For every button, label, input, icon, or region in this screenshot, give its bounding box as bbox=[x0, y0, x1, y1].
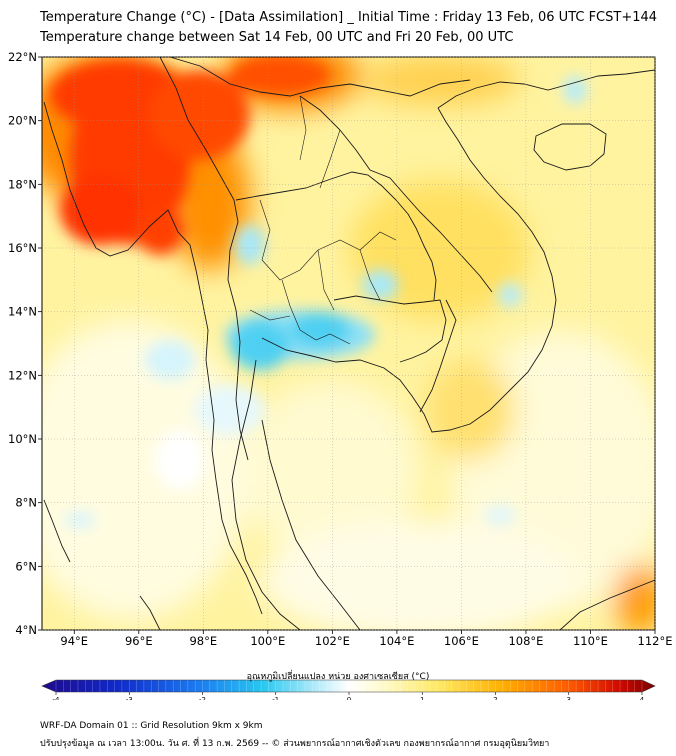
y-tick-label: 18°N bbox=[8, 177, 37, 191]
myanmar-thailand-border bbox=[159, 57, 249, 461]
footer-update-info: ปรับปรุงข้อมูล ณ เวลา 13:00น. วัน ศ. ที่… bbox=[40, 739, 550, 749]
hot-core bbox=[50, 57, 330, 255]
temperature-change-map: 94°E 96°E 98°E 100°E 102°E 104°E 106°E 108°E 110… bbox=[8, 50, 672, 704]
colorbar-label: อุณหภูมิเปลี่ยนแปลง หน่วย องศาเซลเซียส (… bbox=[246, 672, 430, 682]
y-tick-label: 8°N bbox=[15, 496, 37, 510]
temperature-field bbox=[42, 57, 655, 630]
colorbar-tick-label: 1 bbox=[420, 696, 424, 700]
y-tick-label: 20°N bbox=[8, 114, 37, 128]
thailand-laos-border bbox=[235, 171, 437, 301]
y-tick-label: 6°N bbox=[15, 559, 37, 573]
x-tick-label: 110°E bbox=[573, 634, 608, 648]
y-tick-label: 22°N bbox=[8, 50, 37, 64]
chart-subtitle: Temperature change between Sat 14 Feb, 0… bbox=[40, 30, 514, 45]
malay-peninsula-east bbox=[261, 419, 361, 630]
colorbar-tick-label: -1 bbox=[272, 696, 279, 700]
colorbar-tick-label: 0 bbox=[347, 696, 351, 700]
colorbar-tick-label: 2 bbox=[493, 696, 497, 700]
map-container: 94°E 96°E 98°E 100°E 102°E 104°E 106°E 108°E 110… bbox=[8, 50, 672, 704]
y-tick-label: 10°N bbox=[8, 432, 37, 446]
y-tick-label: 16°N bbox=[8, 241, 37, 255]
colorbar-tick-label: -2 bbox=[199, 696, 206, 700]
colorbar-tick-label: 3 bbox=[567, 696, 571, 700]
x-tick-label: 94°E bbox=[60, 634, 88, 648]
graticule bbox=[42, 56, 656, 631]
x-tick-label: 98°E bbox=[189, 634, 217, 648]
footer-model-info: WRF-DA Domain 01 :: Grid Resolution 9km … bbox=[40, 721, 263, 731]
cambodia-vietnam-border bbox=[419, 299, 457, 413]
inner-provinces-b bbox=[249, 95, 351, 345]
warm-broad-areas bbox=[42, 57, 655, 630]
x-tick-label: 112°E bbox=[638, 634, 673, 648]
colorbar-tick-label: 4 bbox=[640, 696, 645, 700]
x-tick-label: 104°E bbox=[379, 634, 414, 648]
chart-title: Temperature Change (°C) - [Data Assimila… bbox=[40, 10, 658, 25]
x-tick-label: 106°E bbox=[444, 634, 479, 648]
china-border bbox=[169, 57, 471, 97]
sumatra-coast bbox=[43, 499, 161, 630]
coastlines-borders bbox=[43, 57, 655, 630]
x-tick-label: 100°E bbox=[250, 634, 285, 648]
y-tick-label: 12°N bbox=[8, 368, 37, 382]
x-tick-label: 108°E bbox=[508, 634, 543, 648]
myanmar-coast bbox=[43, 101, 263, 615]
x-tick-label: 102°E bbox=[315, 634, 350, 648]
vietnam-north-coast bbox=[437, 69, 655, 109]
cool-region-thailand bbox=[65, 76, 587, 528]
inner-provinces-a bbox=[259, 199, 397, 331]
colorbar-tick-label: -3 bbox=[126, 696, 133, 700]
thailand-cambodia-border bbox=[333, 295, 447, 363]
x-tick-label: 96°E bbox=[125, 634, 153, 648]
hainan-island bbox=[533, 123, 607, 171]
colorbar: -4 -3 -2 -1 0 1 2 3 4 bbox=[41, 679, 656, 704]
longitude-ticks: 94°E 96°E 98°E 100°E 102°E 104°E 106°E 108°E 110… bbox=[60, 630, 672, 648]
borneo-coast bbox=[559, 579, 655, 630]
latitude-ticks: 4°N 6°N 8°N 10°N 12°N 14°N 16°N 18°N 20°N 22°N bbox=[8, 50, 42, 637]
y-tick-label: 14°N bbox=[8, 305, 37, 319]
y-tick-label: 4°N bbox=[15, 623, 37, 637]
gulf-of-thailand-coast bbox=[261, 107, 557, 433]
colorbar-tick-label: -4 bbox=[53, 696, 61, 700]
malay-peninsula-west bbox=[231, 359, 301, 630]
